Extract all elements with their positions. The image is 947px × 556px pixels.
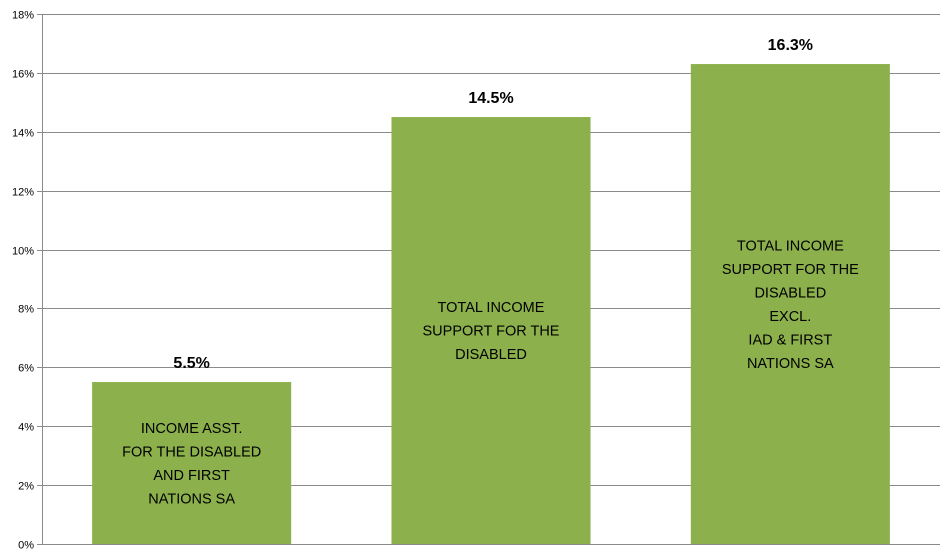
bar-category-label-line: SUPPORT FOR THE	[423, 324, 560, 340]
bar-category-label-line: NATIONS SA	[148, 491, 235, 507]
bar-category-label-line: IAD & FIRST	[748, 332, 832, 348]
bar-category-label: TOTAL INCOME SUPPORT FOR THE DISABLED EXCL.…	[722, 238, 859, 372]
bar	[92, 382, 292, 544]
labels: 0% 2% 4% 6% 8% 10% 12% 14% 16% 18% 5.5% INCOME ASST…	[12, 10, 859, 552]
bar-category-label-line: INCOME ASST.	[141, 421, 243, 437]
bar-category-label-line: NATIONS SA	[747, 356, 834, 372]
bar-category-label-line: TOTAL INCOME	[737, 238, 844, 254]
y-tick-label: 0%	[18, 540, 34, 552]
data-label: 14.5%	[468, 90, 513, 107]
bar-category-label-line: DISABLED	[754, 285, 826, 301]
bar-category-label-line: AND FIRST	[153, 468, 230, 484]
bar	[690, 64, 890, 545]
y-tick-label: 18%	[12, 10, 34, 22]
y-tick-label: 8%	[18, 304, 34, 316]
y-tick-label: 12%	[12, 187, 34, 199]
bar-category-label-line: DISABLED	[455, 347, 527, 363]
bar-category-label: INCOME ASST. FOR THE DISABLED AND FIRST NAT…	[122, 421, 261, 508]
bar-category-label-line: FOR THE DISABLED	[122, 444, 261, 460]
bar	[391, 117, 591, 545]
y-tick-label: 16%	[12, 69, 34, 81]
y-tick-label: 2%	[18, 481, 34, 493]
bar-category-label-line: SUPPORT FOR THE	[722, 262, 859, 278]
y-tick-label: 10%	[12, 246, 34, 258]
y-tick-label: 6%	[18, 363, 34, 375]
bars	[92, 64, 890, 545]
bar-category-label-line: TOTAL INCOME	[438, 300, 545, 316]
bar-category-label: TOTAL INCOME SUPPORT FOR THE DISABLED	[423, 300, 560, 363]
axes	[37, 14, 43, 545]
y-tick-label: 14%	[12, 128, 34, 140]
data-label: 5.5%	[173, 355, 209, 372]
bar-category-label-line: EXCL.	[769, 309, 811, 325]
data-label: 16.3%	[768, 37, 813, 54]
y-tick-label: 4%	[18, 422, 34, 434]
